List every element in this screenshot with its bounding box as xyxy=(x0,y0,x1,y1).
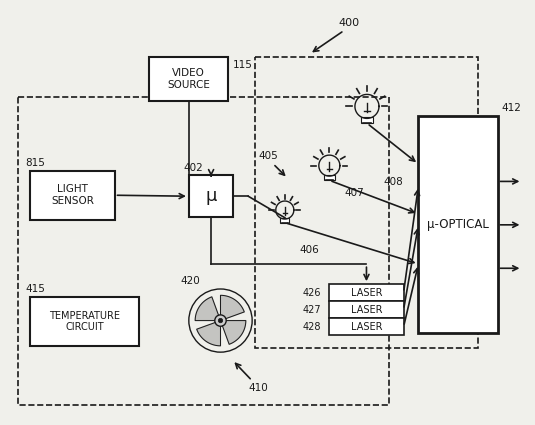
Text: TEMPERATURE
CIRCUIT: TEMPERATURE CIRCUIT xyxy=(49,311,120,332)
Bar xyxy=(324,175,334,180)
Bar xyxy=(30,170,114,220)
Text: LASER: LASER xyxy=(351,288,382,298)
Text: 815: 815 xyxy=(26,158,45,167)
Text: LASER: LASER xyxy=(351,322,382,332)
Text: 426: 426 xyxy=(303,288,322,298)
Text: 407: 407 xyxy=(344,188,364,198)
Text: 406: 406 xyxy=(300,244,319,255)
Bar xyxy=(149,57,228,102)
Text: 115: 115 xyxy=(232,60,252,70)
Bar xyxy=(255,57,478,348)
Polygon shape xyxy=(197,320,220,346)
Circle shape xyxy=(218,318,223,323)
Text: μ: μ xyxy=(205,187,217,205)
Text: 420: 420 xyxy=(181,276,201,286)
Text: 405: 405 xyxy=(258,151,278,161)
Text: 415: 415 xyxy=(26,284,45,294)
Text: 428: 428 xyxy=(303,322,322,332)
Bar xyxy=(30,297,139,346)
Text: 408: 408 xyxy=(384,177,403,187)
Text: LASER: LASER xyxy=(351,305,382,314)
Polygon shape xyxy=(195,297,220,320)
Text: 412: 412 xyxy=(501,103,522,113)
Text: μ-OPTICAL: μ-OPTICAL xyxy=(427,218,489,231)
Bar xyxy=(330,318,403,335)
Text: 410: 410 xyxy=(248,382,268,393)
Bar xyxy=(361,116,373,123)
Bar xyxy=(189,176,233,217)
Bar xyxy=(330,301,403,318)
Text: 402: 402 xyxy=(184,163,204,173)
Bar xyxy=(18,96,389,405)
Polygon shape xyxy=(220,295,244,320)
Bar xyxy=(418,116,498,333)
Text: 400: 400 xyxy=(339,17,360,28)
Bar xyxy=(280,218,289,223)
Polygon shape xyxy=(220,320,246,344)
Circle shape xyxy=(215,315,226,326)
Text: VIDEO
SOURCE: VIDEO SOURCE xyxy=(167,68,210,90)
Text: 427: 427 xyxy=(303,305,322,314)
Bar xyxy=(330,284,403,301)
Text: LIGHT
SENSOR: LIGHT SENSOR xyxy=(51,184,94,206)
